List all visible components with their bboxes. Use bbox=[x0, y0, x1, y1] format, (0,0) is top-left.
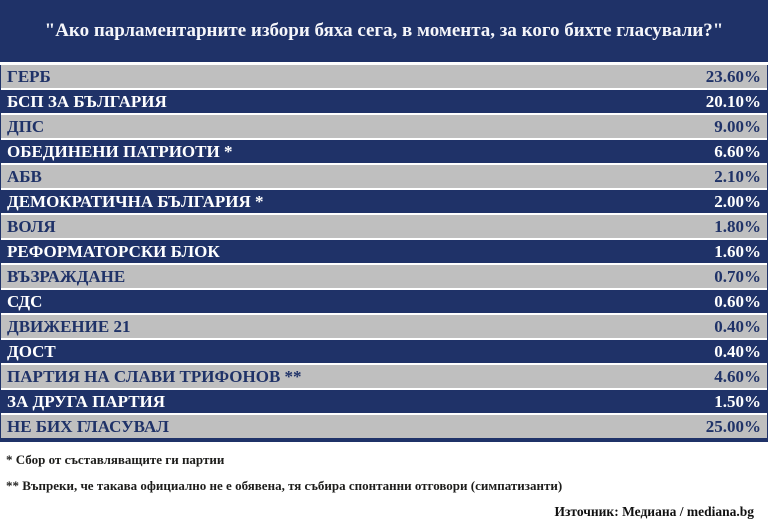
party-value: 0.40% bbox=[714, 316, 761, 336]
party-value: 0.60% bbox=[714, 291, 761, 311]
table-row: ЗА ДРУГА ПАРТИЯ 1.50% bbox=[1, 390, 767, 413]
party-value: 23.60% bbox=[705, 66, 761, 86]
party-label: ВОЛЯ bbox=[7, 216, 56, 236]
table-row: ОБЕДИНЕНИ ПАТРИОТИ * 6.60% bbox=[1, 140, 767, 163]
poll-question-header: "Ако парламентарните избори бяха сега, в… bbox=[0, 0, 768, 62]
party-value: 6.60% bbox=[714, 141, 761, 161]
table-row: ДЕМОКРАТИЧНА БЪЛГАРИЯ * 2.00% bbox=[1, 190, 767, 213]
table-row: НЕ БИХ ГЛАСУВАЛ 25.00% bbox=[1, 415, 767, 438]
table-row: ВОЛЯ 1.80% bbox=[1, 215, 767, 238]
party-value: 1.60% bbox=[714, 241, 761, 261]
party-label: ДВИЖЕНИЕ 21 bbox=[7, 316, 131, 336]
party-label: ПАРТИЯ НА СЛАВИ ТРИФОНОВ ** bbox=[7, 366, 302, 386]
party-value: 20.10% bbox=[705, 91, 761, 111]
table-row: АБВ 2.10% bbox=[1, 165, 767, 188]
poll-question-title: "Ако парламентарните избори бяха сега, в… bbox=[44, 20, 724, 41]
table-row: СДС 0.60% bbox=[1, 290, 767, 313]
party-label: ДПС bbox=[7, 116, 45, 136]
party-value: 4.60% bbox=[714, 366, 761, 386]
party-label: ГЕРБ bbox=[7, 66, 51, 86]
table-row: РЕФОРМАТОРСКИ БЛОК 1.60% bbox=[1, 240, 767, 263]
source-attribution: Източник: Медиана / mediana.bg bbox=[554, 504, 754, 519]
party-label: АБВ bbox=[7, 166, 42, 186]
table-row: ДВИЖЕНИЕ 21 0.40% bbox=[1, 315, 767, 338]
party-value: 1.50% bbox=[714, 391, 761, 411]
table-row: ПАРТИЯ НА СЛАВИ ТРИФОНОВ ** 4.60% bbox=[1, 365, 767, 388]
table-row: ГЕРБ 23.60% bbox=[1, 65, 767, 88]
party-label: РЕФОРМАТОРСКИ БЛОК bbox=[7, 241, 220, 261]
party-label: ДЕМОКРАТИЧНА БЪЛГАРИЯ * bbox=[7, 191, 264, 211]
table-row: ВЪЗРАЖДАНЕ 0.70% bbox=[1, 265, 767, 288]
party-value: 0.40% bbox=[714, 341, 761, 361]
party-value: 25.00% bbox=[705, 416, 761, 436]
party-label: ДОСТ bbox=[7, 341, 56, 361]
table-row: БСП ЗА БЪЛГАРИЯ 20.10% bbox=[1, 90, 767, 113]
party-value: 2.00% bbox=[714, 191, 761, 211]
footnotes-section: * Сбор от съставляващите ги партии ** Въ… bbox=[0, 442, 768, 520]
party-label: ЗА ДРУГА ПАРТИЯ bbox=[7, 391, 166, 411]
party-label: СДС bbox=[7, 291, 43, 311]
table-row: ДОСТ 0.40% bbox=[1, 340, 767, 363]
party-value: 1.80% bbox=[714, 216, 761, 236]
party-value: 0.70% bbox=[714, 266, 761, 286]
footnote-single-asterisk: * Сбор от съставляващите ги партии bbox=[6, 452, 225, 467]
party-label: ОБЕДИНЕНИ ПАТРИОТИ * bbox=[7, 141, 233, 161]
party-label: ВЪЗРАЖДАНЕ bbox=[7, 266, 126, 286]
table-row: ДПС 9.00% bbox=[1, 115, 767, 138]
party-label: БСП ЗА БЪЛГАРИЯ bbox=[7, 91, 167, 111]
party-value: 2.10% bbox=[714, 166, 761, 186]
party-label: НЕ БИХ ГЛАСУВАЛ bbox=[7, 416, 169, 436]
party-value: 9.00% bbox=[714, 116, 761, 136]
footnote-double-asterisk: ** Въпреки, че такава официално не е обя… bbox=[6, 478, 563, 493]
poll-results-table: ГЕРБ 23.60% БСП ЗА БЪЛГАРИЯ 20.10% ДПС 9… bbox=[0, 65, 768, 442]
